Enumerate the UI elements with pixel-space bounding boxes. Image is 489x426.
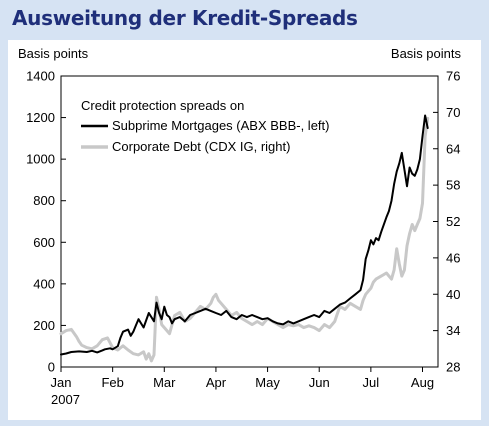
x-axis-tick-label: Aug [411,375,434,390]
right-axis-title: Basis points [391,46,462,61]
chart: 0 200 400 600 800 1000 1200 1400 28 34 40 46 52 58 64 7… [18,46,461,407]
x-axis-tick-label: Mar [153,375,176,390]
x-axis-tick-label: Feb [101,375,123,390]
left-axis-tick-label: 400 [33,276,55,291]
legend-title: Credit protection spreads on [81,98,244,113]
right-axis-tick-label: 64 [446,141,460,156]
series-layer [59,114,430,363]
chart-panel: 0 200 400 600 800 1000 1200 1400 28 34 40 46 52 58 64 7… [8,40,481,420]
right-axis-tick-label: 40 [446,287,460,302]
right-axis-tick-label: 34 [446,323,460,338]
x-axis-tick-label: May [255,375,280,390]
left-axis-tick-label: 600 [33,235,55,250]
left-axis-tick-label: 0 [48,360,55,375]
right-axis-tick-label: 76 [446,69,460,84]
x-axis-tick-label: Jan [51,375,72,390]
x-axis-year-label: 2007 [51,392,80,407]
series-line-corporate-debt [59,116,430,363]
right-axis-tick-label: 52 [446,214,460,229]
right-axis-tick-label: 58 [446,178,460,193]
figure-title: Ausweitung der Kredit-Spreads [12,6,358,30]
x-axis-tick-label: Jul [363,375,380,390]
left-axis-tick-label: 1000 [26,152,55,167]
legend: Credit protection spreads on Subprime Mor… [81,98,329,154]
axes-layer: 0 200 400 600 800 1000 1200 1400 28 34 40 46 52 58 64 7… [18,46,461,407]
left-axis-tick-label: 1400 [26,69,55,84]
left-axis-tick-label: 800 [33,193,55,208]
right-axis-tick-label: 46 [446,250,460,265]
left-axis-title: Basis points [18,46,89,61]
right-axis-tick-label: 70 [446,105,460,120]
series-line-subprime-mortgages [60,114,429,356]
left-axis-tick-label: 1200 [26,110,55,125]
x-axis-tick-label: Jun [309,375,330,390]
left-axis-tick-label: 200 [33,318,55,333]
x-axis-tick-label: Apr [206,375,227,390]
legend-entry: Subprime Mortgages (ABX BBB-, left) [112,118,329,133]
legend-entry: Corporate Debt (CDX IG, right) [112,139,290,154]
right-axis-tick-label: 28 [446,360,460,375]
